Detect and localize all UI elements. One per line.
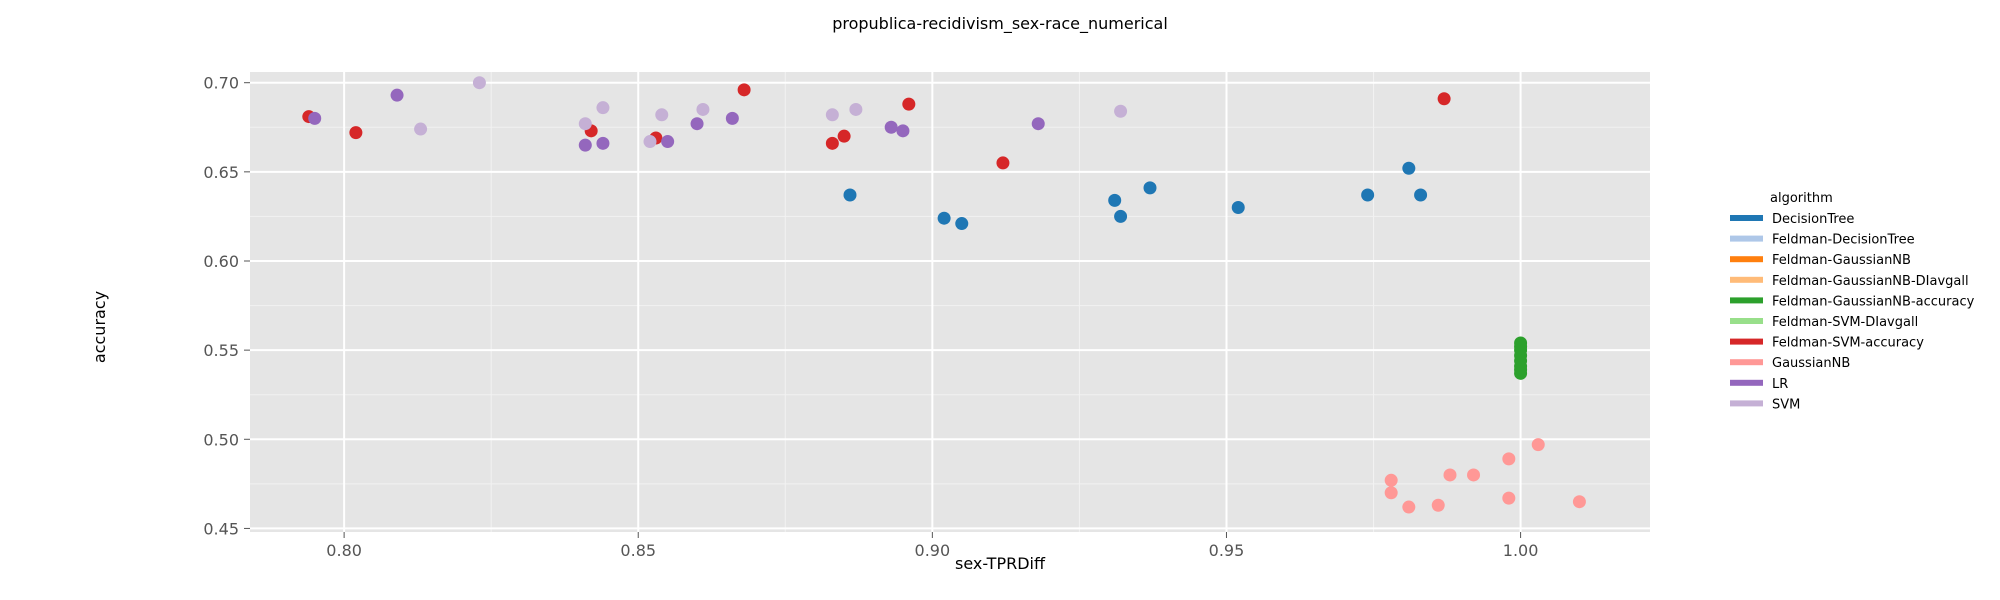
data-point-svm (578, 117, 592, 131)
data-point-gaussiannb (1431, 498, 1445, 512)
y-axis: 0.45 0.50 0.55 0.60 0.65 0.70 (203, 74, 250, 538)
minor-grid (250, 72, 1650, 532)
data-point-decisiontree (1108, 193, 1122, 207)
data-point-decisiontree (843, 188, 857, 202)
data-point-svm (414, 122, 428, 136)
y-tick-label: 0.55 (203, 341, 239, 360)
data-point-gaussiannb (1467, 468, 1481, 482)
data-point-gaussiannb (1443, 468, 1457, 482)
legend-label-feldman-svm-diavgall: Feldman-SVM-DIavgall (1772, 315, 1918, 330)
legend-label-svm: SVM (1772, 397, 1800, 412)
data-point-lr (661, 135, 675, 149)
data-point-svm (472, 76, 486, 90)
plot-area (250, 72, 1650, 532)
data-point-lr (690, 117, 704, 131)
y-tick-label: 0.65 (203, 163, 239, 182)
data-point-svm (825, 108, 839, 122)
data-point-feldman-svm-accuracy (1437, 92, 1451, 106)
data-point-gaussiannb (1384, 486, 1398, 500)
data-point-gaussiannb (1402, 500, 1416, 514)
legend-title: algorithm (1770, 191, 1833, 206)
x-tick-label: 0.95 (1209, 541, 1245, 560)
legend-swatch-decisiontree (1730, 215, 1763, 221)
x-tick-label: 0.85 (620, 541, 656, 560)
data-point-lr (725, 111, 739, 125)
y-axis-label: accuracy (90, 291, 109, 363)
data-point-lr (596, 136, 610, 150)
data-point-gaussiannb (1572, 495, 1586, 509)
data-point-svm (596, 101, 610, 115)
data-point-decisiontree (1402, 161, 1416, 175)
data-point-decisiontree (1114, 209, 1128, 223)
data-point-feldman-svm-accuracy (902, 97, 916, 111)
legend-swatch-feldman-gaussiannb-accuracy (1730, 297, 1763, 304)
data-points (302, 76, 1586, 514)
data-point-lr (1031, 117, 1045, 131)
data-point-lr (896, 124, 910, 138)
legend-swatch-svm (1730, 400, 1763, 407)
legend-label-feldman-svm-accuracy: Feldman-SVM-accuracy (1772, 336, 1924, 351)
x-tick-label: 0.80 (326, 541, 362, 560)
data-point-gaussiannb (1502, 491, 1516, 505)
data-point-lr (884, 120, 898, 134)
legend: algorithm DecisionTree Feldman-DecisionTr… (1730, 191, 1975, 412)
legend-swatch-feldman-svm-accuracy (1730, 338, 1763, 345)
legend-label-gaussiannb: GaussianNB (1772, 356, 1850, 371)
legend-label-feldman-decisiontree: Feldman-DecisionTree (1772, 233, 1915, 248)
data-point-svm (655, 108, 669, 122)
x-tick-label: 1.00 (1503, 541, 1539, 560)
legend-label-lr: LR (1772, 377, 1788, 392)
legend-label-feldman-gaussiannb-diavgall: Feldman-GaussianNB-DIavgall (1772, 274, 1969, 289)
y-tick-label: 0.60 (203, 252, 239, 271)
legend-items: DecisionTree Feldman-DecisionTree Feldman-… (1730, 212, 1975, 412)
data-point-lr (308, 111, 322, 125)
legend-swatch-feldman-gaussiannb (1730, 256, 1763, 263)
x-tick-label: 0.90 (915, 541, 951, 560)
major-grid (250, 72, 1650, 532)
data-point-gaussiannb (1531, 438, 1545, 452)
data-point-feldman-svm-accuracy (825, 136, 839, 150)
data-point-lr (578, 138, 592, 152)
data-point-feldman-svm-accuracy (996, 156, 1010, 170)
y-tick-label: 0.50 (203, 430, 239, 449)
data-point-gaussiannb (1384, 473, 1398, 487)
data-point-svm (643, 135, 657, 149)
plot-background (250, 72, 1650, 532)
chart-title: propublica-recidivism_sex-race_numerical (832, 14, 1168, 34)
data-point-feldman-svm-accuracy (349, 126, 363, 140)
data-point-feldman-gaussiannb-accuracy (1514, 366, 1528, 380)
legend-swatch-lr (1730, 379, 1763, 386)
data-point-feldman-svm-accuracy (737, 83, 751, 97)
y-tick-label: 0.70 (203, 74, 239, 93)
data-point-decisiontree (1414, 188, 1428, 202)
legend-label-feldman-gaussiannb-accuracy: Feldman-GaussianNB-accuracy (1772, 294, 1975, 309)
data-point-decisiontree (1231, 201, 1245, 215)
legend-label-feldman-gaussiannb: Feldman-GaussianNB (1772, 253, 1911, 268)
data-point-gaussiannb (1502, 452, 1516, 466)
x-axis: 0.80 0.85 0.90 0.95 1.00 (326, 532, 1538, 560)
legend-swatch-feldman-gaussiannb-diavgall (1730, 276, 1763, 283)
data-point-svm (1114, 104, 1128, 118)
data-point-decisiontree (937, 211, 951, 225)
data-point-feldman-svm-accuracy (837, 129, 851, 143)
y-tick-label: 0.45 (203, 519, 239, 538)
legend-label-decisiontree: DecisionTree (1772, 212, 1854, 227)
data-point-svm (849, 102, 863, 116)
legend-swatch-feldman-decisiontree (1730, 235, 1763, 242)
x-axis-label: sex-TPRDiff (955, 554, 1046, 573)
data-point-decisiontree (1143, 181, 1157, 195)
data-point-lr (390, 88, 404, 102)
data-point-svm (696, 102, 710, 116)
legend-swatch-feldman-svm-diavgall (1730, 318, 1763, 324)
data-point-decisiontree (1361, 188, 1375, 202)
data-point-decisiontree (955, 217, 969, 231)
legend-swatch-gaussiannb (1730, 359, 1763, 366)
